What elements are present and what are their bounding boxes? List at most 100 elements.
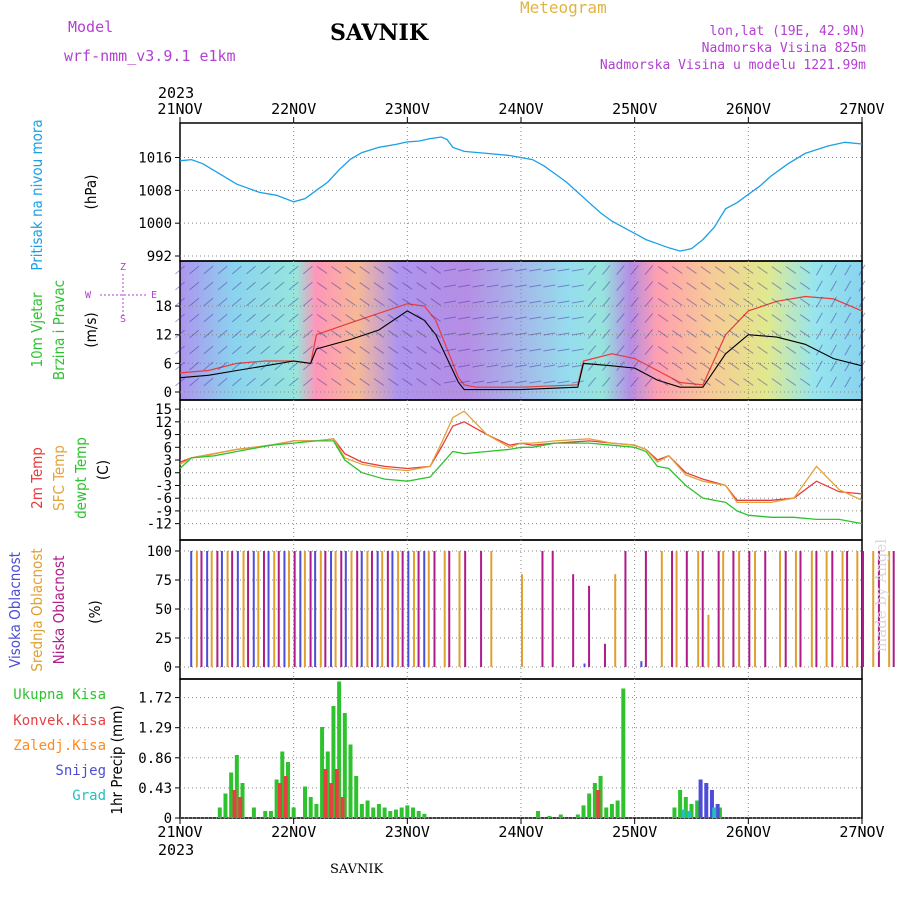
wind-arrow — [657, 346, 669, 354]
x-tick-label-bottom: 23NOV — [385, 823, 430, 841]
cloud-bar — [386, 551, 389, 667]
cloud-bar — [309, 551, 312, 667]
precip-bar — [615, 800, 620, 818]
precip-bar — [709, 790, 714, 818]
wind-arrow — [644, 297, 654, 307]
wind-arrow — [630, 345, 639, 355]
wind-arrow — [500, 316, 513, 320]
wind-arrow — [387, 346, 399, 354]
precip-bar — [388, 811, 393, 818]
precip-bar — [340, 797, 345, 818]
wind-arrow — [830, 328, 838, 340]
wind-arrow — [587, 265, 597, 275]
wind-arrow — [657, 330, 669, 338]
wind-arrow — [246, 361, 256, 371]
precip-bar — [717, 807, 722, 818]
wind-arrow — [771, 298, 782, 306]
wind-arrow — [246, 265, 256, 275]
cloud-bar — [231, 551, 234, 667]
wind-arrow — [416, 378, 427, 386]
pressure-line — [179, 136, 863, 252]
wind-arrow — [858, 296, 866, 308]
wind-arrow — [189, 265, 200, 275]
wind-arrow — [657, 298, 669, 306]
wind-arrow — [373, 346, 385, 354]
wind-arrow — [359, 266, 370, 274]
precip-bar — [291, 807, 296, 818]
wind-arrow — [858, 312, 866, 324]
wind-arrow — [316, 266, 328, 274]
y-tick-label: 100 — [147, 544, 172, 560]
precip-bar — [223, 793, 228, 818]
wind-arrow — [602, 281, 611, 291]
wind-arrow — [260, 345, 271, 355]
cloud-bar — [458, 551, 461, 667]
product-title: Meteogram — [520, 0, 607, 17]
wind-arrow — [472, 364, 485, 368]
model-label: Model — [68, 18, 114, 36]
wind-arrow — [602, 297, 611, 307]
wind-arrow — [686, 266, 697, 274]
cloud-bar — [784, 551, 787, 667]
precip-bar — [547, 815, 552, 818]
wind-arrow — [302, 265, 313, 275]
precip-bar — [229, 772, 234, 818]
wind-arrow — [785, 282, 797, 290]
cloud-bar — [381, 551, 384, 667]
cloud-bar — [366, 551, 369, 667]
precip-legend-item: Ukupna Kisa — [13, 687, 106, 703]
cloud-bar — [521, 574, 523, 667]
cloud-bar — [671, 551, 674, 667]
wind-arrow — [302, 361, 313, 371]
wind-arrow — [515, 364, 527, 368]
precip-bar — [399, 807, 404, 818]
wind-arrow — [345, 314, 356, 322]
wind-arrow — [785, 298, 797, 306]
cloud-bar — [370, 551, 373, 667]
wind-label-2: Brzina i Pravac — [50, 280, 68, 380]
precip-bar — [592, 783, 597, 818]
wind-arrow — [571, 300, 584, 304]
wind-arrow — [288, 345, 299, 355]
wind-arrow — [316, 378, 328, 386]
y-tick-label: 0.86 — [138, 751, 172, 767]
wind-arrow — [815, 328, 823, 340]
cloud-bar — [195, 551, 198, 667]
cloud-bar — [236, 551, 239, 667]
wind-arrow — [602, 329, 611, 339]
wind-arrow — [402, 378, 413, 386]
cloud-bar — [685, 551, 688, 667]
wind-arrow — [458, 316, 471, 320]
wind-arrow — [443, 348, 456, 352]
wind-arrow — [288, 361, 299, 371]
y-tick-label: -6 — [155, 491, 172, 507]
cloud-bar — [190, 551, 193, 667]
wind-arrow — [345, 362, 356, 370]
cloud-bar — [732, 551, 735, 667]
wind-arrow — [175, 313, 185, 323]
wind-arrow — [799, 330, 811, 338]
precip-bar — [329, 783, 334, 818]
cloud-high-label: Visoka Oblacnost — [6, 552, 24, 668]
cloud-bar — [856, 551, 859, 667]
wind-arrow — [443, 284, 456, 288]
wind-arrow — [387, 298, 399, 306]
wind-arrow — [472, 316, 485, 320]
wind-arrow — [331, 330, 342, 338]
wind-arrow — [402, 346, 413, 354]
precip-bar — [536, 811, 541, 818]
wind-arrow — [316, 330, 328, 338]
cloud-bar — [799, 551, 802, 667]
cloud-bar — [427, 551, 430, 667]
wind-arrow — [302, 329, 313, 339]
wind-arrow — [630, 377, 639, 387]
x-tick-label-bottom: 25NOV — [612, 823, 657, 841]
wind-arrow — [345, 266, 356, 274]
wind-arrow — [799, 362, 811, 370]
wind-arrow — [387, 378, 399, 386]
wind-arrow — [387, 330, 399, 338]
x-tick-label-bottom: 22NOV — [271, 823, 316, 841]
cloud-bar — [314, 551, 317, 667]
wind-arrow — [203, 265, 214, 275]
